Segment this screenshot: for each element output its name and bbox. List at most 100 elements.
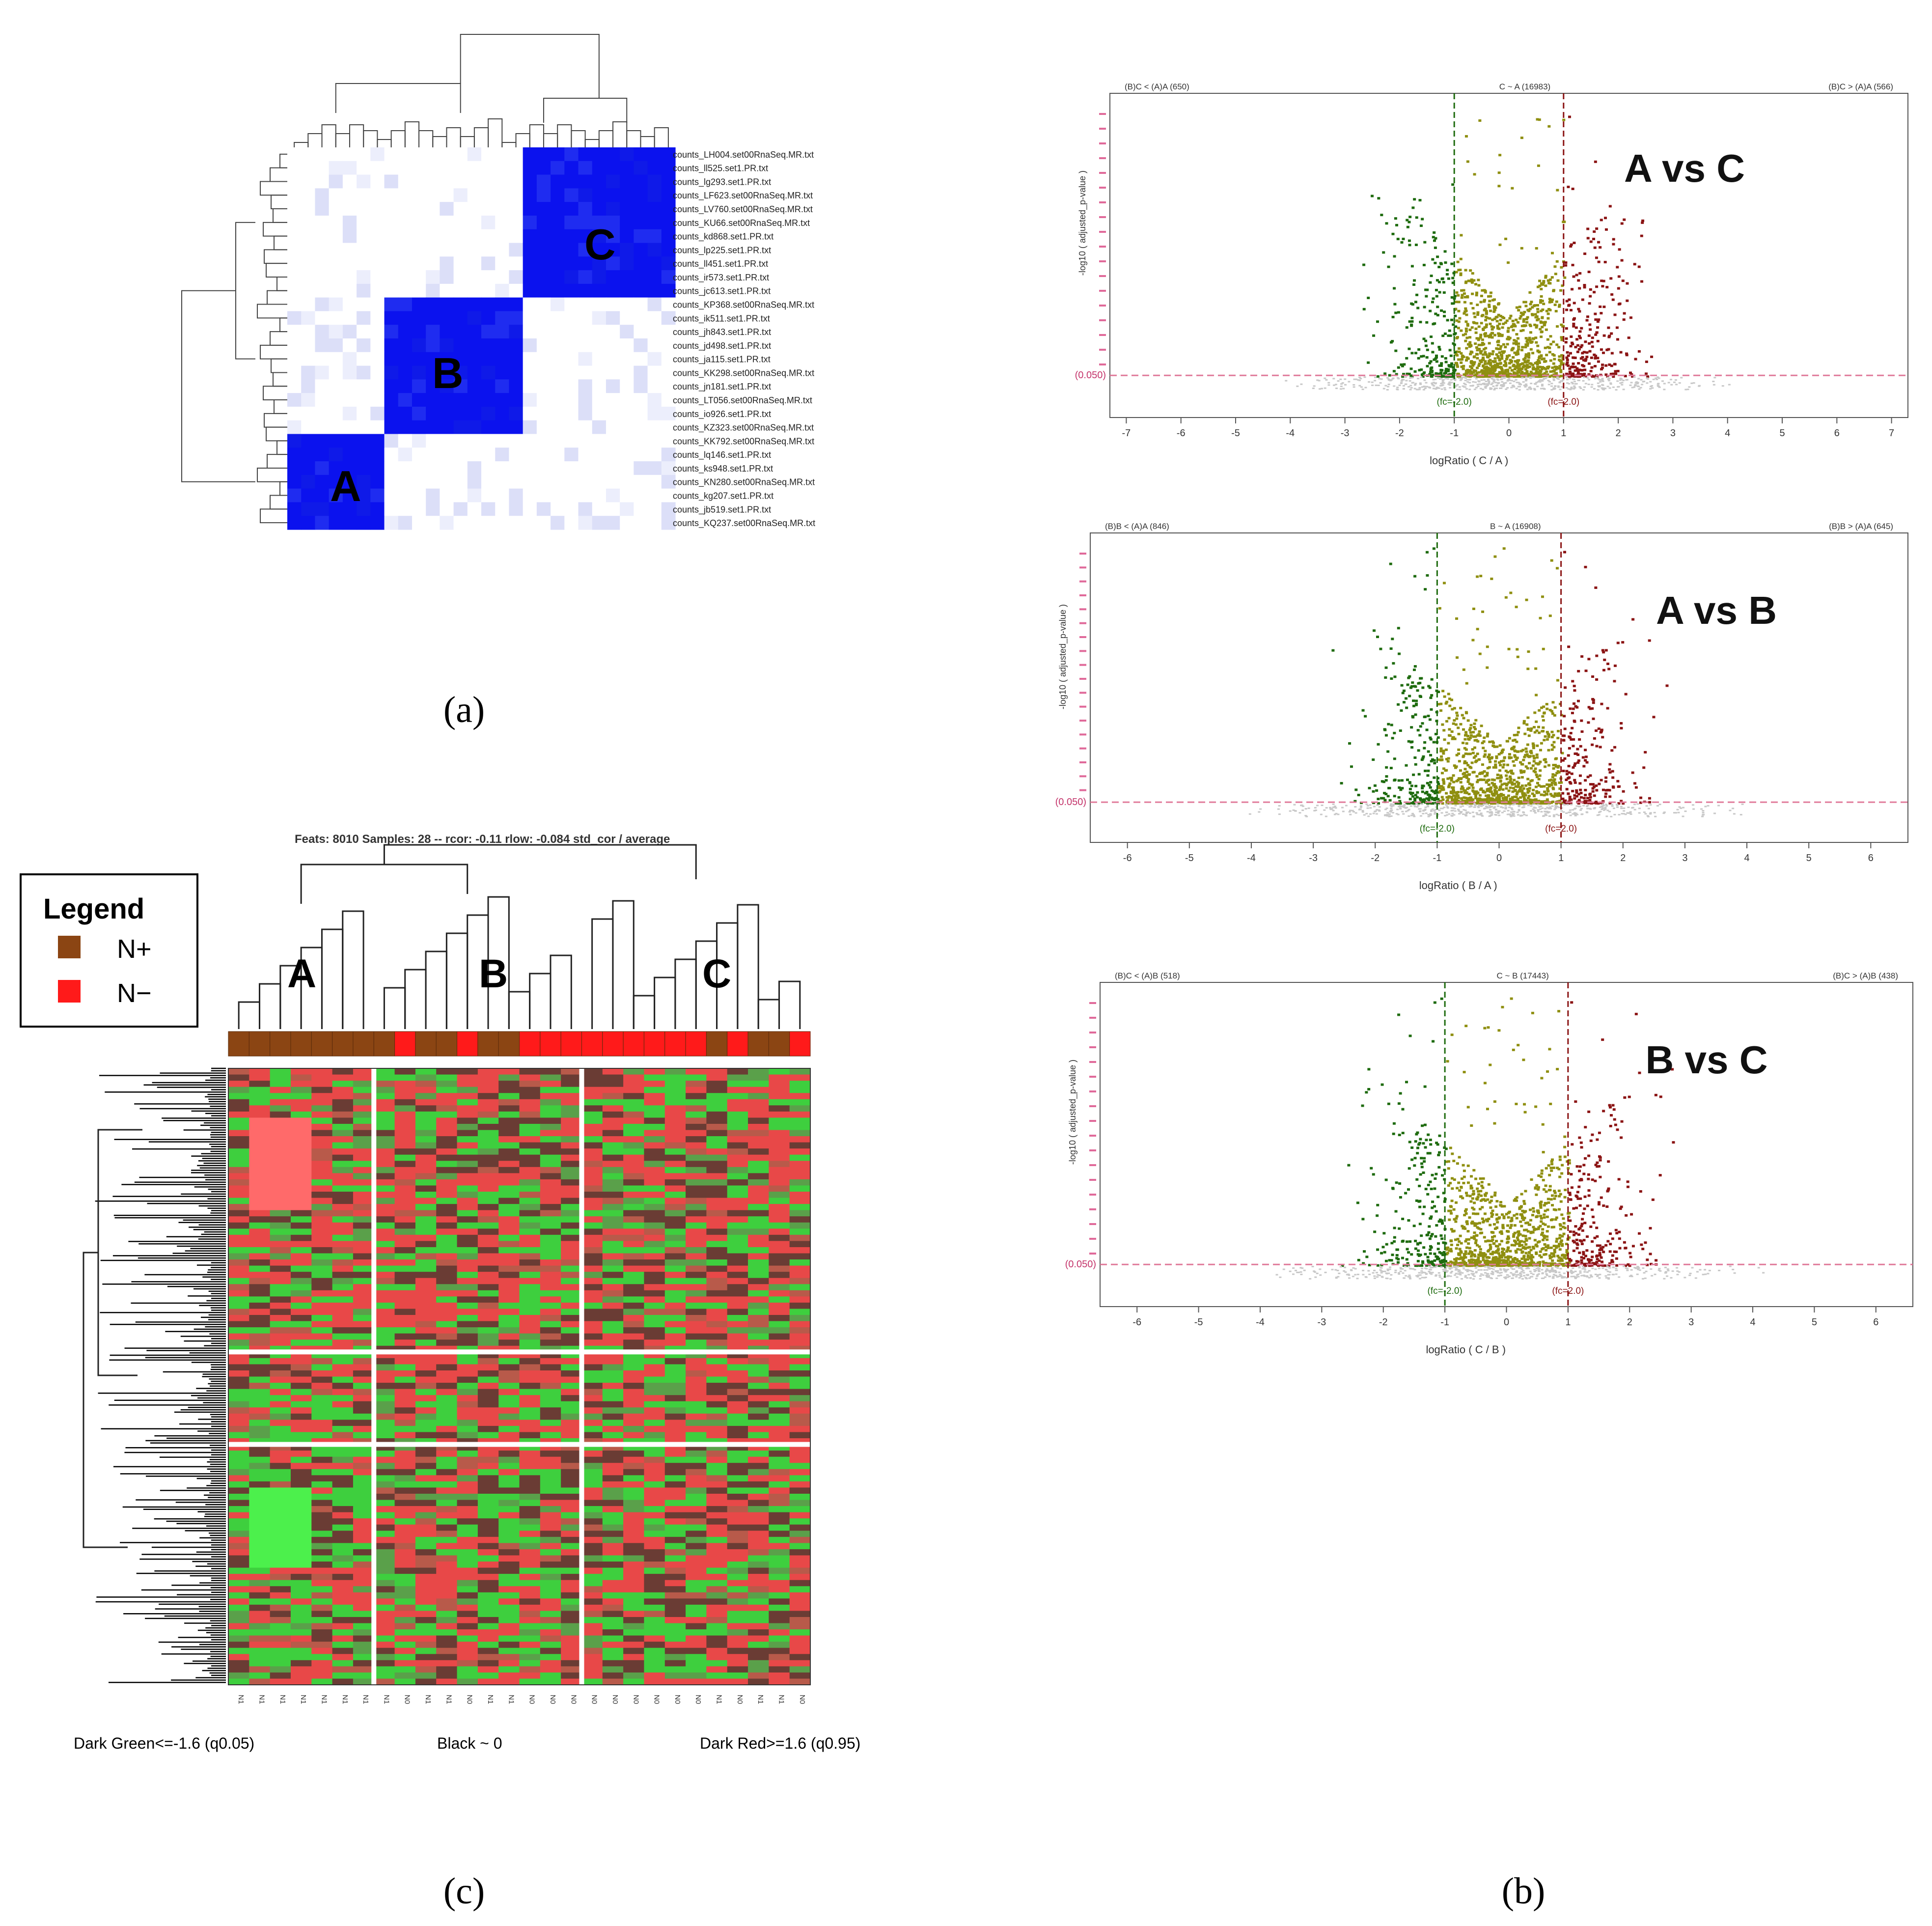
x-tick-label: 5 — [1812, 1317, 1817, 1328]
volcano-point-ns — [1599, 810, 1602, 812]
volcano-point — [1450, 698, 1454, 701]
x-tick-label: -3 — [1341, 428, 1350, 439]
corr-cell — [301, 365, 316, 380]
volcano-point — [1457, 726, 1460, 729]
volcano-point — [1439, 758, 1442, 761]
corr-cell — [384, 379, 399, 393]
volcano-point-ns — [1504, 807, 1507, 809]
corr-cell — [398, 502, 413, 516]
y-tick — [1079, 553, 1086, 555]
volcano-point — [1485, 372, 1488, 375]
y-tick — [1099, 334, 1106, 336]
volcano-point — [1468, 369, 1472, 372]
volcano-point — [1408, 320, 1411, 323]
volcano-point — [1448, 734, 1451, 737]
volcano-point — [1650, 355, 1654, 358]
volcano-point — [1508, 737, 1511, 740]
volcano-point — [1649, 1253, 1652, 1256]
volcano-point-ns — [1548, 815, 1551, 817]
volcano-point-ns — [1657, 377, 1660, 379]
corr-cell — [536, 161, 551, 175]
dendro-branch — [460, 136, 475, 147]
volcano-point — [1585, 319, 1589, 322]
y-tick — [1099, 363, 1106, 365]
volcano-point — [1455, 350, 1459, 353]
volcano-point — [1639, 796, 1643, 799]
corr-cell — [551, 147, 565, 162]
volcano-point — [1545, 703, 1548, 706]
volcano-point — [1424, 769, 1427, 772]
volcano-point — [1393, 795, 1396, 798]
volcano-point — [1469, 736, 1472, 739]
corr-cell — [551, 243, 565, 257]
corr-cell — [412, 256, 426, 271]
volcano-point-ns — [1546, 807, 1549, 809]
volcano-point-ns — [1490, 812, 1493, 814]
corr-cell — [481, 379, 496, 393]
volcano-point — [1435, 279, 1439, 282]
volcano-point-ns — [1305, 815, 1308, 817]
volcano-point-ns — [1301, 805, 1304, 807]
corr-cell — [481, 475, 496, 489]
volcano-point — [1546, 787, 1549, 790]
volcano-point — [1571, 680, 1574, 683]
volcano-point-ns — [1468, 382, 1471, 384]
volcano-point — [1501, 350, 1504, 353]
volcano-point — [1483, 791, 1487, 794]
volcano-point-ns — [1386, 812, 1389, 814]
volcano-point — [1413, 685, 1416, 688]
volcano-point-ns — [1615, 804, 1618, 806]
volcano-point-ns — [1684, 389, 1687, 391]
volcano-point — [1479, 301, 1483, 304]
volcano-point-ns — [1674, 379, 1677, 381]
volcano-point — [1394, 802, 1398, 805]
volcano-point — [1429, 281, 1432, 284]
volcano-point — [1577, 362, 1580, 365]
volcano-point-ns — [1353, 378, 1356, 380]
volcano-point — [1536, 363, 1539, 366]
volcano-point-ns — [1391, 812, 1394, 814]
y-tick — [1099, 172, 1106, 174]
volcano-point-ns — [1469, 385, 1472, 387]
volcano-point — [1625, 352, 1628, 355]
volcano-point-ns — [1656, 805, 1659, 807]
volcano-point — [1548, 282, 1552, 285]
volcano-point — [1586, 315, 1589, 318]
volcano-point — [1483, 775, 1487, 778]
volcano-point-ns — [1490, 806, 1493, 808]
volcano-point — [1427, 750, 1430, 753]
volcano-point-ns — [1500, 384, 1503, 386]
volcano-point — [1568, 298, 1571, 301]
volcano-point — [1465, 359, 1468, 362]
volcano-point-ns — [1408, 815, 1410, 817]
volcano-point — [1466, 357, 1470, 360]
volcano-point — [1634, 786, 1638, 789]
corr-cell — [384, 215, 399, 230]
volcano-point — [1506, 763, 1509, 766]
volcano-point-ns — [1421, 386, 1424, 388]
volcano-point — [1564, 264, 1568, 267]
volcano-point — [1503, 350, 1506, 353]
volcano-point — [1476, 797, 1479, 800]
volcano-point — [1409, 802, 1413, 805]
volcano-point-ns — [1329, 807, 1332, 809]
volcano-point-ns — [1488, 805, 1491, 807]
volcano-point — [1511, 319, 1515, 322]
corr-cell — [315, 434, 330, 448]
volcano-point — [1399, 802, 1402, 805]
volcano-point — [1545, 792, 1548, 795]
corr-cell — [564, 502, 579, 516]
volcano-point — [1547, 802, 1551, 805]
corr-cell — [384, 475, 399, 489]
volcano-point — [1464, 752, 1467, 755]
volcano-point-ns — [1327, 382, 1330, 384]
volcano-point-ns — [1363, 376, 1366, 378]
y-tick — [1089, 1017, 1096, 1019]
volcano-point-ns — [1597, 378, 1600, 380]
volcano-point — [1466, 787, 1469, 790]
volcano-point-ns — [1575, 805, 1578, 807]
corr-cell — [453, 406, 468, 421]
y-axis-label: -log10 ( adjusted_p-value ) — [1058, 604, 1068, 709]
volcano-point — [1463, 775, 1466, 778]
volcano-point — [1489, 786, 1492, 789]
